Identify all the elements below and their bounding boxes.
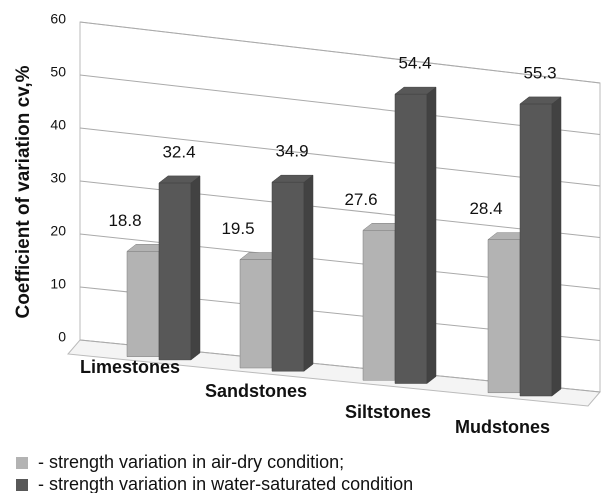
y-tick-label: 30 (50, 170, 66, 186)
x-tick-label: Mudstones (455, 417, 550, 437)
value-label: 28.4 (469, 199, 502, 218)
bar-top (519, 96, 562, 105)
value-label: 54.4 (398, 54, 431, 73)
bar-side (551, 96, 562, 397)
bar-side (303, 174, 314, 372)
bar (394, 86, 437, 385)
bar-side (426, 86, 437, 385)
bar-top (158, 175, 201, 184)
value-label: 34.9 (275, 142, 308, 161)
bar-top (394, 86, 437, 95)
bar-front (158, 182, 192, 361)
legend-label: - strength variation in air-dry conditio… (38, 452, 344, 472)
value-label: 18.8 (108, 211, 141, 230)
value-label: 19.5 (221, 219, 254, 238)
value-label: 32.4 (162, 142, 195, 161)
grid-line (79, 74, 601, 135)
bar-front (394, 93, 428, 384)
bar-front (487, 239, 521, 394)
bar-front (519, 103, 553, 397)
bar (519, 96, 562, 397)
bar-front (239, 259, 273, 369)
value-label: 55.3 (523, 63, 556, 82)
bar-top (271, 174, 314, 183)
y-tick-label: 0 (58, 329, 66, 345)
bar-side (190, 175, 201, 361)
y-axis-label: Coefficient of variation cv,% (13, 65, 34, 318)
value-label: 27.6 (344, 190, 377, 209)
grid-line (79, 127, 601, 187)
x-tick-label: Sandstones (205, 381, 307, 401)
legend-swatch (16, 457, 28, 469)
bar (158, 175, 201, 361)
bar-front (271, 181, 305, 372)
bar-front (126, 251, 160, 357)
y-tick-label: 40 (50, 117, 66, 133)
bar (271, 174, 314, 372)
legend-label: - strength variation in water-saturated … (38, 474, 413, 493)
bar-front (362, 230, 396, 381)
x-tick-label: Siltstones (345, 402, 431, 422)
y-tick-label: 10 (50, 276, 66, 292)
legend-swatch (16, 479, 28, 491)
y-tick-label: 50 (50, 64, 66, 80)
x-tick-label: Limestones (80, 357, 180, 377)
grid-line (79, 21, 601, 84)
y-tick-label: 60 (50, 11, 66, 27)
y-tick-label: 20 (50, 223, 66, 239)
